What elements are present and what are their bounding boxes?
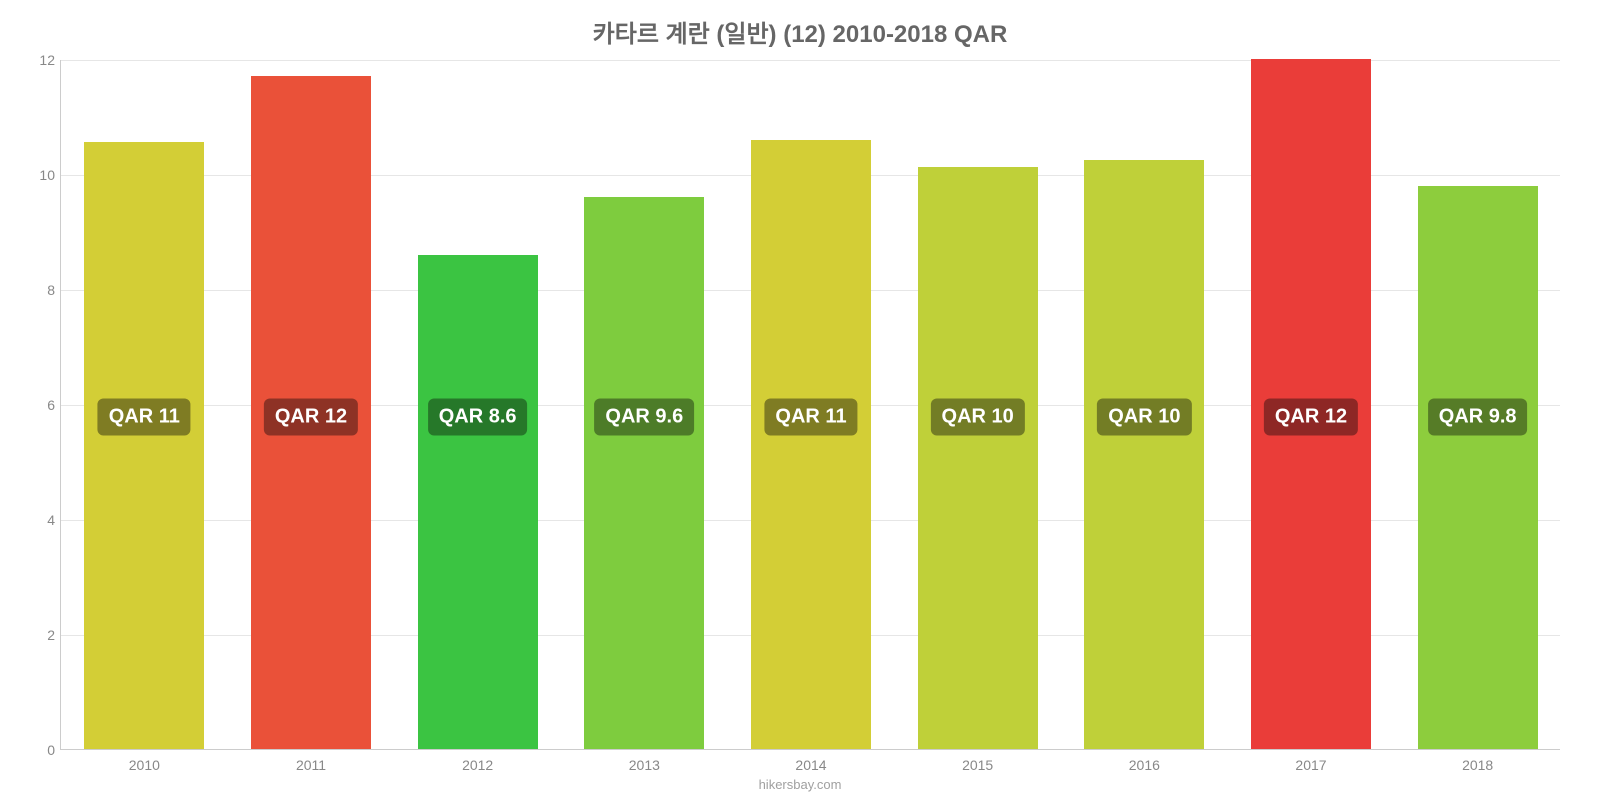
bar-value-label: QAR 10 [931, 398, 1025, 435]
bar [1084, 160, 1204, 749]
x-tick-label: 2010 [129, 757, 160, 773]
bar [84, 142, 204, 749]
y-tick-label: 2 [27, 627, 55, 643]
x-tick-label: 2016 [1129, 757, 1160, 773]
y-tick-label: 10 [27, 167, 55, 183]
bar-value-label: QAR 11 [764, 398, 857, 435]
bar-value-label: QAR 12 [1264, 398, 1358, 435]
bar [1418, 186, 1538, 750]
x-tick-label: 2018 [1462, 757, 1493, 773]
y-tick-label: 0 [27, 742, 55, 758]
x-tick-label: 2012 [462, 757, 493, 773]
bar [584, 197, 704, 749]
bar-value-label: QAR 12 [264, 398, 358, 435]
bar [918, 167, 1038, 749]
x-tick-label: 2014 [795, 757, 826, 773]
bar-value-label: QAR 9.8 [1428, 398, 1528, 435]
x-tick-label: 2015 [962, 757, 993, 773]
x-tick-label: 2013 [629, 757, 660, 773]
bar-value-label: QAR 11 [98, 398, 191, 435]
chart-title: 카타르 계란 (일반) (12) 2010-2018 QAR [0, 14, 1600, 49]
bar [418, 255, 538, 750]
chart-container: 카타르 계란 (일반) (12) 2010-2018 QAR 024681012… [0, 0, 1600, 800]
y-tick-label: 4 [27, 512, 55, 528]
y-tick-label: 12 [27, 52, 55, 68]
bar [751, 140, 871, 750]
bar-value-label: QAR 8.6 [428, 398, 528, 435]
y-tick-label: 8 [27, 282, 55, 298]
y-tick-label: 6 [27, 397, 55, 413]
x-tick-label: 2011 [296, 757, 326, 773]
plot-area: 0246810122010QAR 112011QAR 122012QAR 8.6… [60, 60, 1560, 750]
chart-footer: hikersbay.com [0, 777, 1600, 792]
bar-value-label: QAR 10 [1097, 398, 1191, 435]
x-tick-label: 2017 [1295, 757, 1326, 773]
bar-value-label: QAR 9.6 [594, 398, 694, 435]
